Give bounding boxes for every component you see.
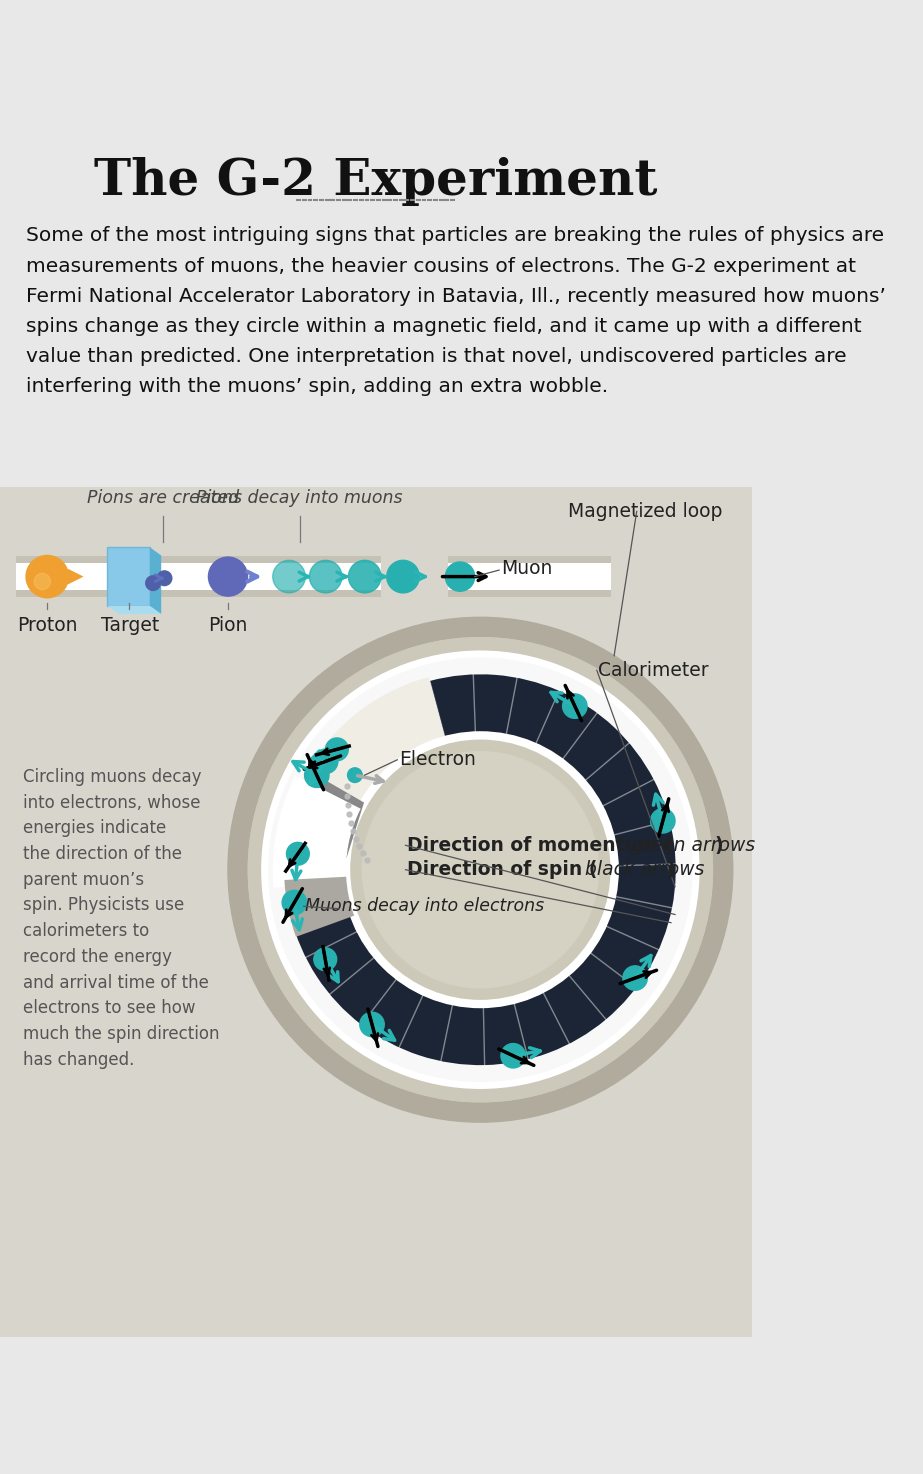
Wedge shape bbox=[284, 877, 354, 937]
Text: Magnetized loop: Magnetized loop bbox=[568, 503, 722, 520]
Circle shape bbox=[265, 654, 696, 1085]
Text: Muon: Muon bbox=[501, 559, 552, 578]
Bar bbox=[448, 556, 611, 597]
Text: Electron: Electron bbox=[399, 750, 476, 769]
Bar bbox=[107, 547, 150, 606]
Text: The G-2 Experiment: The G-2 Experiment bbox=[93, 158, 657, 206]
Circle shape bbox=[360, 1013, 384, 1036]
Circle shape bbox=[651, 809, 675, 833]
Text: Direction of spin (: Direction of spin ( bbox=[407, 861, 597, 879]
Circle shape bbox=[314, 948, 337, 971]
Circle shape bbox=[326, 738, 348, 761]
Circle shape bbox=[363, 752, 598, 988]
Circle shape bbox=[314, 749, 338, 774]
Text: ): ) bbox=[666, 861, 675, 879]
Text: Target: Target bbox=[102, 616, 160, 635]
Circle shape bbox=[228, 618, 733, 1122]
Text: spins change as they circle within a magnetic field, and it came up with a diffe: spins change as they circle within a mag… bbox=[26, 317, 862, 336]
Polygon shape bbox=[107, 606, 162, 615]
Circle shape bbox=[26, 556, 68, 598]
Text: Proton: Proton bbox=[17, 616, 78, 635]
Text: Pion: Pion bbox=[209, 616, 247, 635]
Text: Direction of momentum (: Direction of momentum ( bbox=[407, 836, 673, 855]
Circle shape bbox=[209, 557, 247, 595]
Circle shape bbox=[273, 560, 306, 593]
Circle shape bbox=[34, 573, 51, 590]
Text: Pions are created: Pions are created bbox=[87, 489, 239, 507]
Circle shape bbox=[157, 570, 172, 585]
Text: Pions decay into muons: Pions decay into muons bbox=[197, 489, 402, 507]
Text: Calorimeter: Calorimeter bbox=[598, 660, 709, 680]
Circle shape bbox=[501, 1044, 525, 1069]
Polygon shape bbox=[286, 772, 364, 858]
Circle shape bbox=[348, 768, 362, 783]
Circle shape bbox=[305, 764, 329, 787]
Text: black arrows: black arrows bbox=[584, 861, 704, 879]
Circle shape bbox=[282, 890, 306, 915]
Bar bbox=[17, 556, 380, 597]
Text: measurements of muons, the heavier cousins of electrons. The G-2 experiment at: measurements of muons, the heavier cousi… bbox=[26, 256, 856, 276]
Circle shape bbox=[387, 560, 419, 593]
Text: ): ) bbox=[714, 836, 723, 855]
Text: interfering with the muons’ spin, adding an extra wobble.: interfering with the muons’ spin, adding… bbox=[26, 377, 608, 397]
Text: Fermi National Accelerator Laboratory in Batavia, Ill., recently measured how mu: Fermi National Accelerator Laboratory in… bbox=[26, 287, 886, 305]
Text: value than predicted. One interpretation is that novel, undiscovered particles a: value than predicted. One interpretation… bbox=[26, 346, 846, 366]
Bar bbox=[448, 563, 611, 591]
Circle shape bbox=[286, 842, 309, 865]
Text: Circling muons decay
into electrons, whose
energies indicate
the direction of th: Circling muons decay into electrons, who… bbox=[23, 768, 220, 1069]
Circle shape bbox=[349, 560, 381, 593]
Bar bbox=[0, 137, 751, 486]
Wedge shape bbox=[273, 775, 361, 887]
Circle shape bbox=[248, 638, 713, 1101]
Circle shape bbox=[563, 694, 587, 718]
Polygon shape bbox=[150, 547, 162, 615]
Circle shape bbox=[346, 736, 615, 1004]
Text: Muons decay into electrons: Muons decay into electrons bbox=[306, 898, 545, 915]
Wedge shape bbox=[285, 674, 676, 1066]
Circle shape bbox=[309, 560, 342, 593]
Text: Some of the most intriguing signs that particles are breaking the rules of physi: Some of the most intriguing signs that p… bbox=[26, 227, 884, 246]
Circle shape bbox=[146, 576, 161, 591]
Circle shape bbox=[446, 562, 474, 591]
Bar bbox=[17, 563, 380, 591]
Bar bbox=[0, 486, 751, 1337]
Wedge shape bbox=[300, 677, 447, 815]
Circle shape bbox=[623, 965, 647, 991]
Text: green arrows: green arrows bbox=[631, 836, 755, 855]
Circle shape bbox=[248, 638, 713, 1101]
